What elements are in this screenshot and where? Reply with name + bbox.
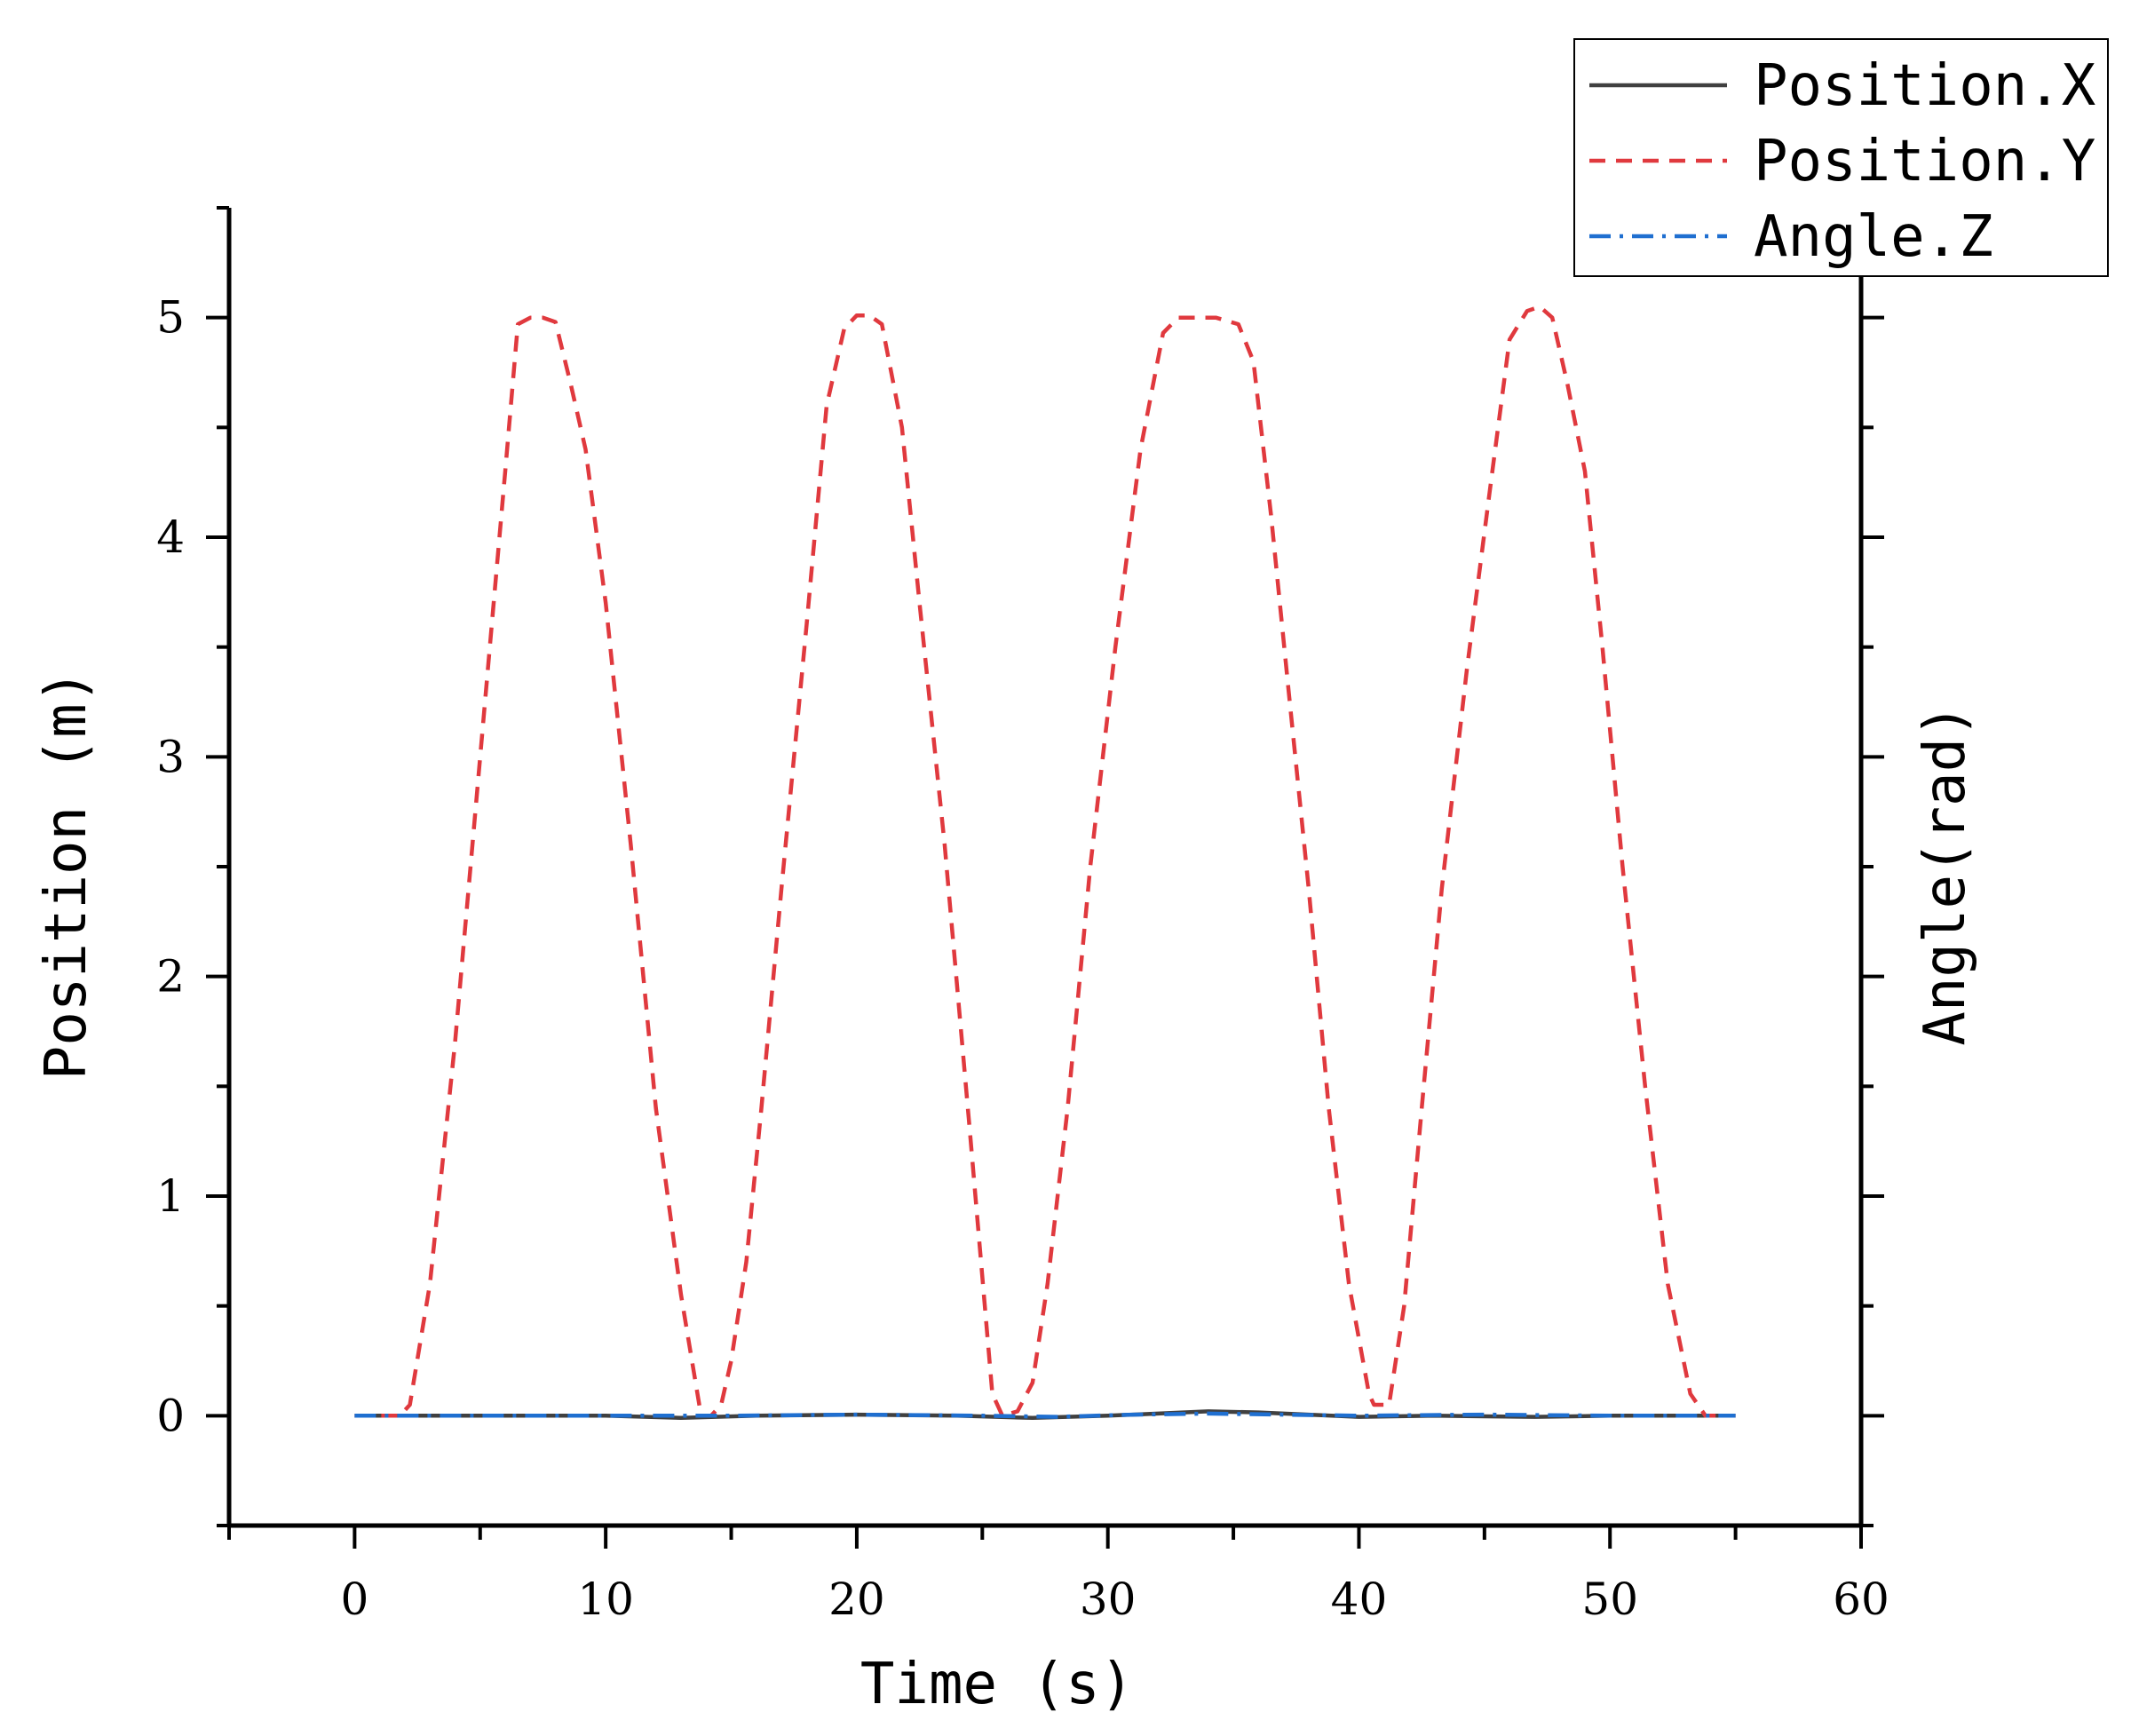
axes: 0 10 20 30 40 50 60 0 1 2 3 4 5	[156, 206, 1889, 1625]
y-tick-label: 3	[156, 731, 185, 782]
y-tick-label: 4	[156, 511, 185, 563]
y-tick-label: 1	[156, 1170, 185, 1222]
y2-axis-title: Angle(rad)	[1913, 703, 1978, 1045]
series-line-position-y	[354, 305, 1736, 1418]
y-tick-label: 2	[156, 951, 185, 1003]
plot-frame	[229, 208, 1861, 1526]
x-tick-label: 40	[1331, 1573, 1388, 1625]
legend-label: Position.X	[1754, 53, 2095, 119]
y-tick-label: 5	[156, 292, 185, 344]
y-axis-title: Position (m)	[34, 670, 99, 1080]
x-tick-label: 10	[577, 1573, 634, 1625]
legend: Position.X Position.Y Angle.Z	[1573, 38, 2109, 277]
series-layer	[354, 305, 1736, 1421]
legend-label: Position.Y	[1754, 129, 2095, 194]
legend-label: Angle.Z	[1754, 204, 1993, 270]
x-tick-label: 50	[1581, 1573, 1638, 1625]
x-axis-title: Time (s)	[860, 1652, 1134, 1717]
series-line-angle-z	[354, 1411, 1736, 1419]
x-tick-label: 30	[1080, 1573, 1137, 1625]
x-tick-label: 20	[828, 1573, 885, 1625]
x-tick-label: 0	[340, 1573, 368, 1625]
y-tick-label: 0	[156, 1390, 185, 1441]
series-line-position-x	[354, 1409, 1736, 1421]
x-tick-label: 60	[1833, 1573, 1889, 1625]
